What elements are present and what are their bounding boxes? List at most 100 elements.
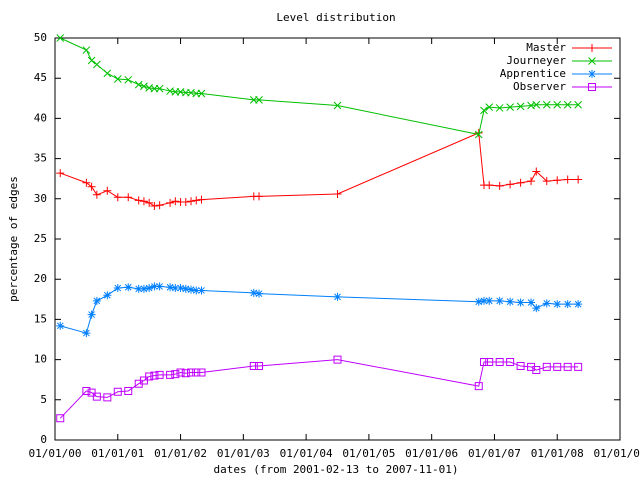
point-marker — [124, 386, 133, 395]
point-marker — [474, 297, 483, 306]
series-line — [60, 132, 579, 207]
point-marker — [542, 177, 551, 186]
point-marker — [542, 299, 551, 308]
point-marker — [532, 366, 541, 375]
point-marker — [563, 100, 572, 109]
legend-label: Master — [526, 41, 566, 54]
point-marker — [574, 300, 583, 309]
point-marker — [527, 298, 536, 307]
x-tick-label: 01/01/01 — [91, 447, 144, 460]
point-marker — [553, 362, 562, 371]
y-tick-label: 20 — [34, 272, 47, 285]
point-marker — [56, 169, 65, 178]
point-marker — [574, 175, 583, 184]
point-marker — [139, 376, 148, 385]
point-marker — [176, 368, 185, 377]
point-marker — [532, 304, 541, 313]
point-marker — [553, 300, 562, 309]
x-tick-label: 01/01/08 — [531, 447, 584, 460]
point-marker — [255, 192, 264, 201]
point-marker — [574, 362, 583, 371]
point-marker — [333, 292, 342, 301]
point-marker — [113, 193, 122, 202]
y-tick-label: 35 — [34, 152, 47, 165]
x-tick-label: 01/01/05 — [342, 447, 395, 460]
point-marker — [87, 56, 96, 65]
legend-marker — [588, 57, 596, 65]
point-marker — [527, 177, 536, 186]
point-marker — [181, 369, 190, 378]
point-marker — [150, 202, 159, 211]
point-marker — [113, 284, 122, 293]
point-marker — [82, 178, 91, 187]
point-marker — [171, 284, 180, 293]
point-marker — [255, 362, 264, 371]
point-marker — [176, 284, 185, 293]
point-marker — [532, 167, 541, 176]
point-marker — [113, 387, 122, 396]
y-tick-label: 5 — [40, 393, 47, 406]
point-marker — [171, 197, 180, 206]
point-marker — [140, 82, 148, 91]
point-marker — [553, 100, 562, 109]
point-marker — [150, 282, 159, 291]
point-marker — [103, 291, 112, 300]
y-tick-label: 0 — [40, 433, 47, 446]
point-marker — [82, 329, 91, 338]
point-marker — [333, 101, 342, 110]
point-marker — [155, 282, 164, 291]
x-axis-label: dates (from 2001-02-13 to 2007-11-01) — [213, 463, 458, 476]
point-marker — [181, 198, 190, 207]
point-marker — [87, 310, 96, 319]
point-marker — [495, 358, 504, 367]
point-marker — [516, 178, 525, 187]
point-marker — [485, 181, 494, 190]
x-tick-label: 01/01/02 — [154, 447, 207, 460]
legend-marker — [588, 83, 596, 91]
point-marker — [56, 414, 65, 423]
y-tick-label: 15 — [34, 312, 47, 325]
x-tick-label: 01/01/04 — [280, 447, 333, 460]
point-marker — [506, 358, 515, 367]
point-marker — [192, 196, 201, 205]
point-marker — [124, 193, 133, 202]
point-marker — [92, 392, 101, 401]
point-marker — [249, 288, 258, 297]
point-marker — [166, 283, 175, 292]
point-marker — [495, 181, 504, 190]
point-marker — [150, 371, 159, 380]
point-marker — [563, 362, 572, 371]
point-marker — [187, 197, 196, 206]
point-marker — [474, 382, 483, 391]
point-marker — [333, 355, 342, 364]
point-marker — [516, 102, 525, 111]
y-tick-label: 30 — [34, 192, 47, 205]
point-marker — [82, 386, 91, 395]
point-marker — [255, 96, 263, 104]
point-marker — [103, 393, 112, 402]
point-marker — [103, 69, 112, 78]
point-marker — [124, 283, 133, 292]
point-marker — [333, 189, 342, 198]
point-marker — [166, 198, 175, 207]
y-tick-label: 10 — [34, 353, 47, 366]
chart-title: Level distribution — [276, 11, 395, 24]
point-marker — [495, 296, 504, 305]
point-marker — [139, 284, 148, 293]
y-tick-label: 40 — [34, 111, 47, 124]
x-tick-label: 01/01/09 — [594, 447, 640, 460]
point-marker — [197, 195, 206, 204]
point-marker — [181, 284, 190, 293]
y-tick-label: 50 — [34, 31, 47, 44]
point-marker — [192, 286, 201, 295]
x-tick-label: 01/01/03 — [217, 447, 270, 460]
point-marker — [563, 300, 572, 309]
point-marker — [145, 198, 154, 207]
point-marker — [134, 80, 143, 89]
point-marker — [87, 388, 96, 397]
y-tick-label: 25 — [34, 232, 47, 245]
point-marker — [480, 106, 488, 115]
x-tick-label: 01/01/00 — [29, 447, 82, 460]
point-marker — [485, 103, 494, 111]
point-marker — [506, 297, 515, 306]
